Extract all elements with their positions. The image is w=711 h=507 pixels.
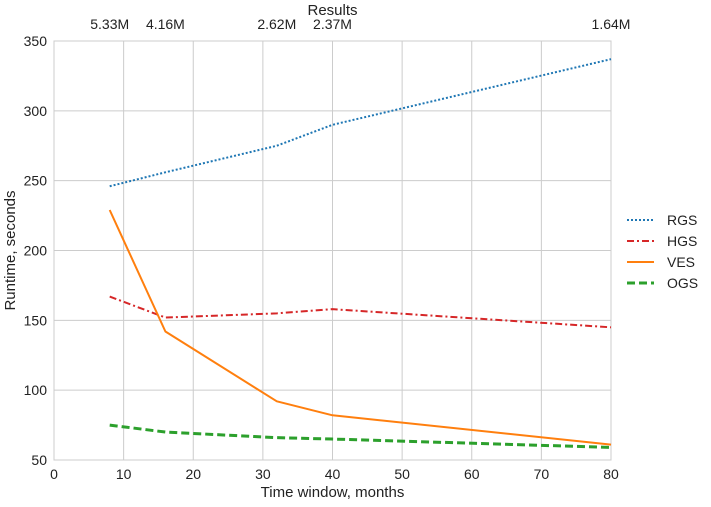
legend-label: RGS	[667, 212, 697, 228]
top-axis-label: Results	[307, 2, 357, 19]
legend-label: OGS	[667, 275, 698, 291]
x-tick-label: 70	[534, 466, 550, 482]
x-axis-ticks: 0 10 20 30 40 50 60 70 80	[50, 466, 619, 482]
y-tick-label: 300	[24, 103, 48, 119]
top-axis-ticks: 5.33M 4.16M 2.62M 2.37M 1.64M	[90, 16, 630, 32]
x-tick-label: 80	[603, 466, 619, 482]
y-tick-label: 50	[31, 452, 47, 468]
x-tick-label: 10	[116, 466, 132, 482]
series-lines	[108, 58, 612, 449]
y-axis-ticks: 50 100 150 200 250 300 350	[24, 33, 48, 468]
x-tick-label: 0	[50, 466, 58, 482]
top-tick-label: 1.64M	[592, 16, 631, 32]
x-tick-label: 60	[464, 466, 480, 482]
y-tick-label: 350	[24, 33, 48, 49]
series-line-ves	[108, 209, 612, 446]
x-tick-label: 20	[185, 466, 201, 482]
series-line-ogs	[109, 423, 612, 449]
top-tick-label: 4.16M	[146, 16, 185, 32]
top-tick-label: 2.37M	[313, 16, 352, 32]
y-tick-label: 100	[24, 382, 48, 398]
legend-label: VES	[667, 254, 695, 270]
x-axis-label: Time window, months	[261, 484, 405, 501]
legend-label: HGS	[667, 233, 697, 249]
series-line-hgs	[109, 295, 612, 329]
legend: RGS HGS VES OGS	[627, 212, 698, 291]
top-tick-label: 5.33M	[90, 16, 129, 32]
grid	[53, 40, 612, 461]
y-tick-label: 200	[24, 243, 48, 259]
x-tick-label: 50	[394, 466, 410, 482]
y-tick-label: 250	[24, 173, 48, 189]
y-tick-label: 150	[24, 312, 48, 328]
top-tick-label: 2.62M	[257, 16, 296, 32]
y-axis-label: Runtime, seconds	[2, 190, 19, 310]
x-tick-label: 30	[255, 466, 271, 482]
x-tick-label: 40	[325, 466, 341, 482]
